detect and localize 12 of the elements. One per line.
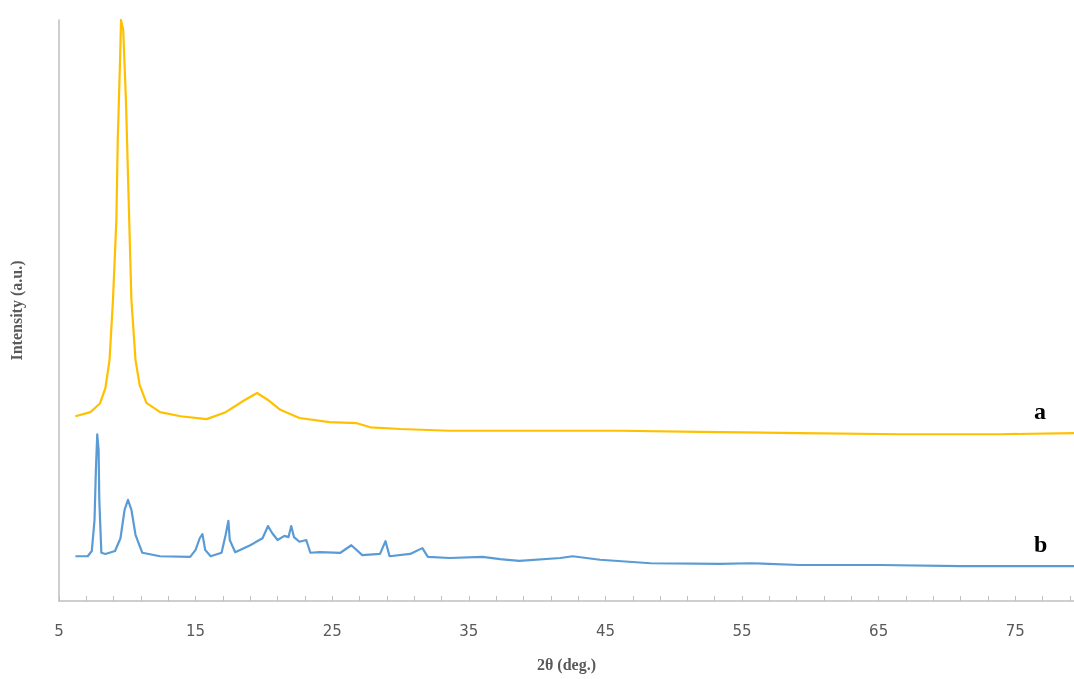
x-tick-label: 45 [595, 621, 615, 640]
x-tick-label: 35 [459, 621, 479, 640]
x-tick-label: 25 [322, 621, 342, 640]
x-axis-title: 2θ (deg.) [536, 655, 597, 674]
series-label: b [1034, 531, 1048, 558]
x-tick-label: 55 [732, 621, 752, 640]
x-tick-label: 75 [1005, 621, 1025, 640]
x-tick-label: 65 [869, 621, 889, 640]
y-axis-title: Intensity (a.u.) [7, 260, 26, 361]
series-label: a [1034, 398, 1046, 425]
x-tick-label: 15 [186, 621, 206, 640]
x-tick-label: 5 [54, 621, 64, 640]
